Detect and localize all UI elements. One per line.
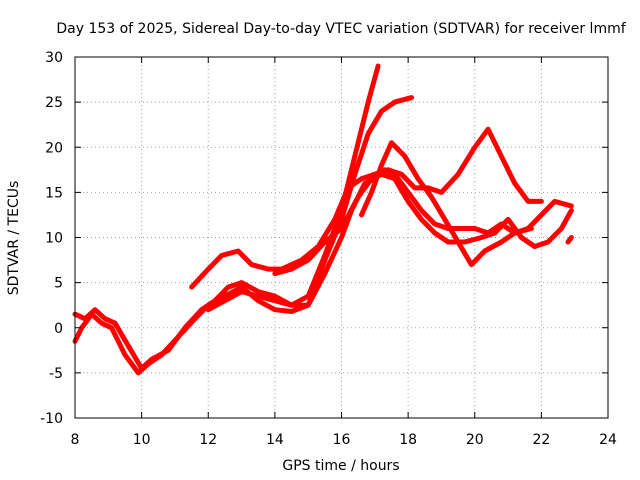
y-tick-label: 5 — [54, 276, 63, 292]
y-tick-label: 0 — [54, 321, 63, 337]
series-group — [72, 63, 574, 376]
x-tick-label: 22 — [532, 432, 550, 448]
x-tick-label: 16 — [333, 432, 351, 448]
series-line-track-2 — [72, 95, 414, 376]
y-tick-label: 25 — [45, 95, 63, 111]
y-tick-label: 20 — [45, 140, 63, 156]
x-tick-label: 10 — [133, 432, 151, 448]
x-tick-label: 12 — [199, 432, 217, 448]
series-line-track-3 — [189, 126, 544, 290]
y-tick-label: 30 — [45, 50, 63, 66]
x-axis-title: GPS time / hours — [282, 458, 399, 474]
x-tick-label: 8 — [71, 432, 80, 448]
series-line-track-5 — [272, 171, 574, 277]
ticks — [74, 56, 609, 419]
x-tick-label: 20 — [466, 432, 484, 448]
y-tick-label: 10 — [45, 231, 63, 247]
series-line-track-4 — [205, 167, 574, 313]
y-tick-label: 15 — [45, 185, 63, 201]
y-axis-title: SDTVAR / TECUs — [6, 181, 22, 296]
x-tick-label: 18 — [399, 432, 417, 448]
y-tick-label: -5 — [49, 366, 63, 382]
x-tick-label: 24 — [599, 432, 617, 448]
series-line-track-7 — [565, 235, 574, 245]
x-tick-label: 14 — [266, 432, 284, 448]
tick-labels: 8 10 12 14 16 18 20 22 24 -10 -5 0 5 10 15 20 25 30 — [40, 50, 617, 448]
y-tick-label: -10 — [40, 411, 63, 427]
series-line-track-6 — [359, 140, 534, 268]
chart-title: Day 153 of 2025, Sidereal Day-to-day VTE… — [56, 21, 626, 37]
